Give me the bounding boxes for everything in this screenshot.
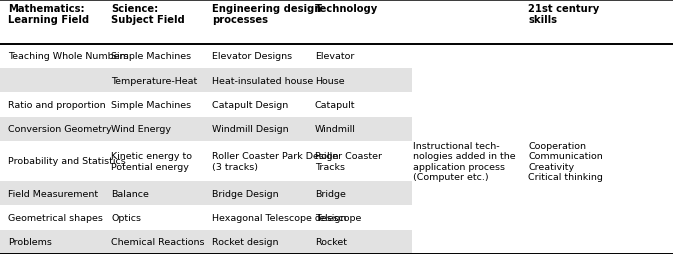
Text: Chemical Reactions: Chemical Reactions (111, 237, 205, 246)
Text: Optics: Optics (111, 213, 141, 222)
Text: Conversion Geometry: Conversion Geometry (8, 125, 112, 134)
Text: Wind Energy: Wind Energy (111, 125, 171, 134)
Text: Simple Machines: Simple Machines (111, 101, 191, 110)
Text: Roller Coaster Park Design
(3 tracks): Roller Coaster Park Design (3 tracks) (212, 152, 339, 171)
Text: Simple Machines: Simple Machines (111, 52, 191, 61)
Text: Engineering design
processes: Engineering design processes (212, 4, 322, 25)
Bar (0, 117, 412, 141)
Text: Elevator Designs: Elevator Designs (212, 52, 292, 61)
Text: Cooperation
Communication
Creativity
Critical thinking: Cooperation Communication Creativity Cri… (528, 141, 603, 181)
Text: Hexagonal Telescope design: Hexagonal Telescope design (212, 213, 347, 222)
Text: Ratio and proportion: Ratio and proportion (8, 101, 106, 110)
Text: Bridge Design: Bridge Design (212, 189, 279, 198)
Text: Mathematics:
Learning Field: Mathematics: Learning Field (8, 4, 90, 25)
Text: 21st century
skills: 21st century skills (528, 4, 600, 25)
Text: Catapult Design: Catapult Design (212, 101, 288, 110)
Text: Heat-insulated house: Heat-insulated house (212, 76, 313, 85)
Text: Rocket design: Rocket design (212, 237, 279, 246)
Text: Elevator: Elevator (315, 52, 355, 61)
Text: Technology: Technology (315, 4, 378, 14)
Text: Roller Coaster
Tracks: Roller Coaster Tracks (315, 152, 382, 171)
Text: Windmill: Windmill (315, 125, 356, 134)
Bar (0, 181, 412, 205)
Text: Windmill Design: Windmill Design (212, 125, 289, 134)
Text: Temperature-Heat: Temperature-Heat (111, 76, 197, 85)
Text: Science:
Subject Field: Science: Subject Field (111, 4, 185, 25)
Text: Probability and Statistics: Probability and Statistics (8, 157, 126, 166)
Text: Balance: Balance (111, 189, 149, 198)
Text: Catapult: Catapult (315, 101, 355, 110)
Bar (0, 69, 412, 93)
Text: Kinetic energy to
Potential energy: Kinetic energy to Potential energy (111, 152, 192, 171)
Text: Rocket: Rocket (315, 237, 347, 246)
Text: Problems: Problems (8, 237, 52, 246)
Text: Geometrical shapes: Geometrical shapes (8, 213, 103, 222)
Text: Instructional tech-
nologies added in the
application process
(Computer etc.): Instructional tech- nologies added in th… (413, 141, 516, 181)
Text: House: House (315, 76, 345, 85)
Text: Teaching Whole Numbers: Teaching Whole Numbers (8, 52, 129, 61)
Text: Field Measurement: Field Measurement (8, 189, 98, 198)
Bar (0, 230, 412, 254)
Text: Telescope: Telescope (315, 213, 361, 222)
Text: Bridge: Bridge (315, 189, 346, 198)
